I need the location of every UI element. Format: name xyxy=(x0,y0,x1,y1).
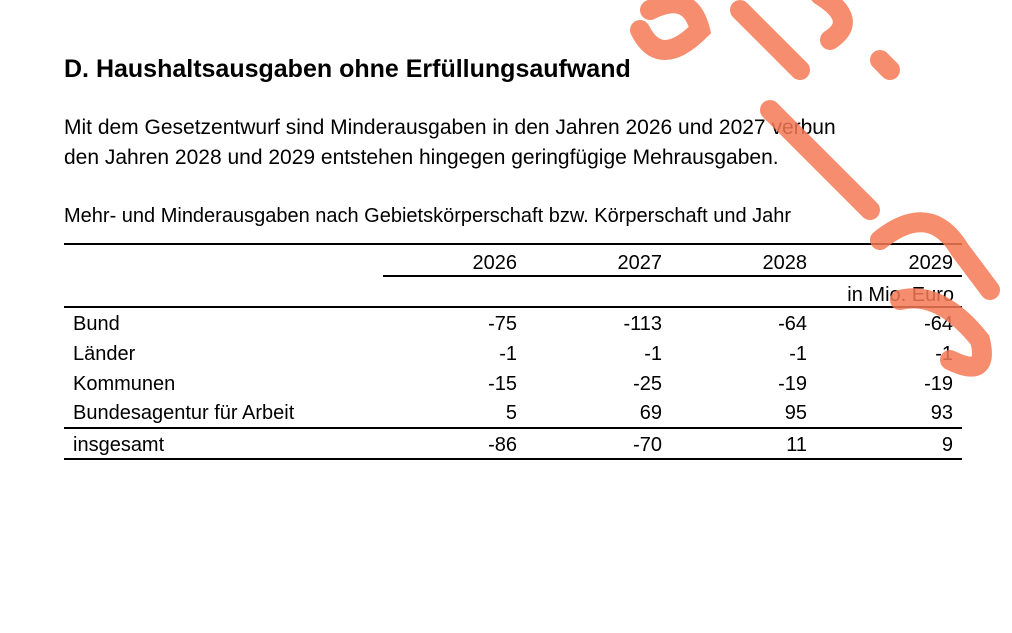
total-value: -86 xyxy=(488,434,517,456)
cell-value: -19 xyxy=(924,373,953,395)
paragraph-line: Mit dem Gesetzentwurf sind Minderausgabe… xyxy=(64,116,836,139)
column-header: 2029 xyxy=(908,252,954,274)
cell-value: -64 xyxy=(778,313,807,335)
table-rule xyxy=(64,458,962,460)
cell-value: -15 xyxy=(488,373,517,395)
cell-value: -1 xyxy=(935,343,953,365)
cell-value: -1 xyxy=(499,343,517,365)
heading: D. Haushaltsausgaben ohne Erfüllungsaufw… xyxy=(64,55,631,83)
cell-value: 69 xyxy=(639,402,662,424)
cell-value: -25 xyxy=(633,373,662,395)
cell-value: -1 xyxy=(644,343,662,365)
row-label: Bundesagentur für Arbeit xyxy=(73,402,295,424)
table-rule xyxy=(64,243,962,245)
cell-value: -75 xyxy=(488,313,517,335)
watermark-strokes xyxy=(630,0,1000,377)
total-value: 9 xyxy=(941,434,953,456)
cell-value: -64 xyxy=(924,313,953,335)
cell-value: 5 xyxy=(505,402,517,424)
row-label: Länder xyxy=(73,343,136,365)
paragraph-line: den Jahren 2028 und 2029 entstehen hinge… xyxy=(64,146,779,169)
table-caption: Mehr- und Minderausgaben nach Gebietskör… xyxy=(64,205,792,227)
total-value: 11 xyxy=(786,434,807,456)
cell-value: -113 xyxy=(623,313,662,335)
unit-label: in Mio. Euro xyxy=(847,284,954,306)
row-label: Kommunen xyxy=(73,373,176,395)
table-rule xyxy=(64,306,962,308)
cell-value: 93 xyxy=(930,402,953,424)
column-header: 2026 xyxy=(472,252,518,274)
cell-value: 95 xyxy=(784,402,807,424)
cell-value: -1 xyxy=(789,343,807,365)
column-header: 2027 xyxy=(617,252,663,274)
table-rule xyxy=(64,427,962,429)
row-label: Bund xyxy=(73,313,120,335)
cell-value: -19 xyxy=(778,373,807,395)
total-value: -70 xyxy=(633,434,662,456)
column-header: 2028 xyxy=(762,252,808,274)
table-rule xyxy=(383,275,962,277)
total-label: insgesamt xyxy=(73,434,165,456)
